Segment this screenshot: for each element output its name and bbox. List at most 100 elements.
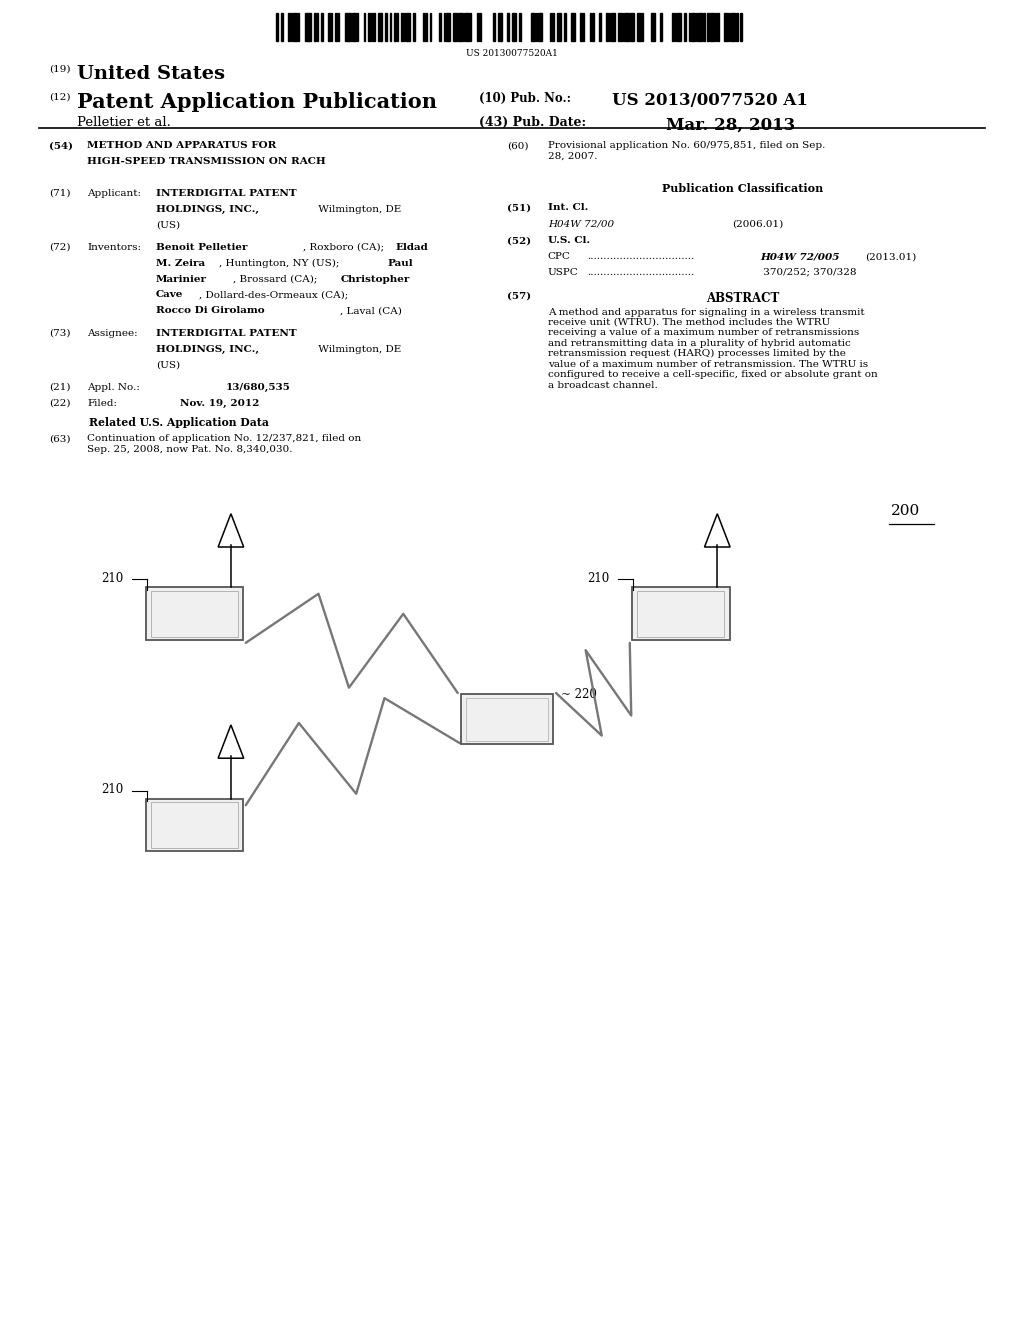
Text: Continuation of application No. 12/237,821, filed on
Sep. 25, 2008, now Pat. No.: Continuation of application No. 12/237,8… bbox=[87, 434, 361, 454]
Text: WTRU: WTRU bbox=[173, 607, 216, 620]
Bar bbox=[401, 13, 403, 41]
FancyBboxPatch shape bbox=[461, 694, 553, 744]
Bar bbox=[679, 13, 681, 41]
Bar bbox=[628, 13, 629, 41]
Bar bbox=[710, 13, 712, 41]
Bar bbox=[637, 13, 639, 41]
Bar bbox=[463, 13, 464, 41]
Bar bbox=[338, 13, 340, 41]
Bar bbox=[581, 13, 582, 41]
Text: Filed:: Filed: bbox=[87, 399, 117, 408]
Text: Wilmington, DE: Wilmington, DE bbox=[315, 345, 401, 354]
Text: (71): (71) bbox=[49, 189, 71, 198]
Text: Assignee:: Assignee: bbox=[87, 329, 137, 338]
Text: .................................: ................................. bbox=[587, 252, 694, 261]
Bar bbox=[354, 13, 356, 41]
Bar bbox=[583, 13, 585, 41]
Text: HOLDINGS, INC.,: HOLDINGS, INC., bbox=[156, 205, 259, 214]
Bar bbox=[623, 13, 625, 41]
Text: (22): (22) bbox=[49, 399, 71, 408]
Bar bbox=[347, 13, 349, 41]
Bar bbox=[439, 13, 440, 41]
Text: , Laval (CA): , Laval (CA) bbox=[340, 306, 401, 315]
Text: (21): (21) bbox=[49, 383, 71, 392]
Bar bbox=[639, 13, 641, 41]
Bar bbox=[291, 13, 293, 41]
Bar bbox=[507, 13, 509, 41]
Bar bbox=[590, 13, 592, 41]
Text: Paul: Paul bbox=[387, 259, 413, 268]
Bar bbox=[307, 13, 309, 41]
Text: Patent Application Publication: Patent Application Publication bbox=[77, 92, 437, 112]
Text: , Dollard-des-Ormeaux (CA);: , Dollard-des-Ormeaux (CA); bbox=[199, 290, 348, 300]
Text: , Roxboro (CA);: , Roxboro (CA); bbox=[303, 243, 387, 252]
Text: Publication Classification: Publication Classification bbox=[662, 183, 823, 194]
Bar bbox=[501, 13, 502, 41]
Text: 370/252; 370/328: 370/252; 370/328 bbox=[760, 268, 856, 277]
Bar bbox=[477, 13, 478, 41]
Bar bbox=[378, 13, 380, 41]
Bar bbox=[309, 13, 311, 41]
Text: M. Zeira: M. Zeira bbox=[156, 259, 205, 268]
Text: Applicant:: Applicant: bbox=[87, 189, 141, 198]
Bar bbox=[724, 13, 726, 41]
Text: Wilmington, DE: Wilmington, DE bbox=[315, 205, 401, 214]
Bar bbox=[380, 13, 382, 41]
Text: (60): (60) bbox=[507, 141, 528, 150]
Bar bbox=[731, 13, 733, 41]
Bar bbox=[625, 13, 627, 41]
Bar bbox=[329, 13, 330, 41]
Bar bbox=[698, 13, 699, 41]
Text: WTRU: WTRU bbox=[659, 607, 702, 620]
Text: (54): (54) bbox=[49, 141, 73, 150]
Bar bbox=[684, 13, 686, 41]
Bar bbox=[316, 13, 318, 41]
Bar bbox=[352, 13, 353, 41]
Bar bbox=[557, 13, 558, 41]
Bar bbox=[592, 13, 594, 41]
Bar bbox=[693, 13, 695, 41]
Text: 13/680,535: 13/680,535 bbox=[225, 383, 290, 392]
Text: METHOD AND APPARATUS FOR: METHOD AND APPARATUS FOR bbox=[87, 141, 276, 150]
Bar bbox=[314, 13, 316, 41]
Text: (73): (73) bbox=[49, 329, 71, 338]
Bar bbox=[430, 13, 431, 41]
Text: Pelletier et al.: Pelletier et al. bbox=[77, 116, 171, 129]
Text: Marinier: Marinier bbox=[156, 275, 207, 284]
Text: United States: United States bbox=[77, 65, 225, 83]
Bar bbox=[677, 13, 679, 41]
Bar bbox=[349, 13, 351, 41]
Text: (US): (US) bbox=[156, 360, 180, 370]
Text: Mar. 28, 2013: Mar. 28, 2013 bbox=[666, 116, 795, 133]
Text: Related U.S. Application Data: Related U.S. Application Data bbox=[89, 417, 269, 428]
Bar bbox=[369, 13, 370, 41]
Bar bbox=[498, 13, 500, 41]
Bar bbox=[298, 13, 299, 41]
Text: Benoit Pelletier: Benoit Pelletier bbox=[156, 243, 247, 252]
Bar bbox=[276, 13, 279, 41]
Text: , Brossard (CA);: , Brossard (CA); bbox=[233, 275, 322, 284]
Text: (51): (51) bbox=[507, 203, 531, 213]
Bar bbox=[735, 13, 737, 41]
Bar bbox=[599, 13, 601, 41]
Bar bbox=[407, 13, 408, 41]
Text: Provisional application No. 60/975,851, filed on Sep.
28, 2007.: Provisional application No. 60/975,851, … bbox=[548, 141, 825, 161]
Text: 210: 210 bbox=[101, 783, 123, 796]
Text: (10) Pub. No.:: (10) Pub. No.: bbox=[479, 92, 571, 106]
Bar bbox=[446, 13, 447, 41]
Text: (US): (US) bbox=[156, 220, 180, 230]
Bar bbox=[305, 13, 306, 41]
Bar bbox=[519, 13, 521, 41]
Text: CPC: CPC bbox=[548, 252, 570, 261]
Text: (43) Pub. Date:: (43) Pub. Date: bbox=[479, 116, 587, 129]
Text: US 2013/0077520 A1: US 2013/0077520 A1 bbox=[612, 92, 808, 110]
Bar bbox=[689, 13, 690, 41]
Text: INTERDIGITAL PATENT: INTERDIGITAL PATENT bbox=[156, 329, 296, 338]
Bar bbox=[573, 13, 575, 41]
Text: Rocco Di Girolamo: Rocco Di Girolamo bbox=[156, 306, 264, 315]
Bar bbox=[460, 13, 462, 41]
Bar bbox=[409, 13, 411, 41]
Text: HOLDINGS, INC.,: HOLDINGS, INC., bbox=[156, 345, 259, 354]
Text: USPC: USPC bbox=[548, 268, 579, 277]
Bar bbox=[675, 13, 676, 41]
